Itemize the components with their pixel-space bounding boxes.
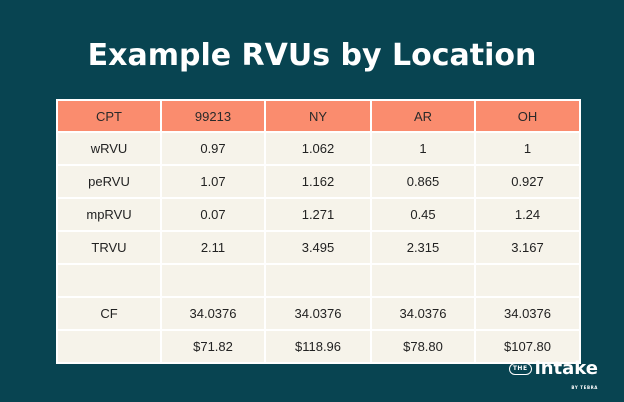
table-header-row: CPT 99213 NY AR OH bbox=[56, 99, 581, 133]
logo-brand-text: intake bbox=[534, 358, 598, 379]
the-intake-logo: THE intake BY TEBRA bbox=[508, 358, 598, 391]
header-cell-oh: OH bbox=[474, 99, 581, 133]
page-title: Example RVUs by Location bbox=[87, 38, 537, 73]
table-cell: 0.97 bbox=[160, 131, 266, 166]
row-label: TRVU bbox=[56, 230, 162, 265]
table-cell: $118.96 bbox=[264, 329, 372, 364]
table-row: $71.82 $118.96 $78.80 $107.80 bbox=[56, 329, 581, 364]
table-cell: 3.167 bbox=[474, 230, 581, 265]
row-label bbox=[56, 329, 162, 364]
table-cell: 1.062 bbox=[264, 131, 372, 166]
table-row: TRVU 2.11 3.495 2.315 3.167 bbox=[56, 230, 581, 265]
table-cell: 2.11 bbox=[160, 230, 266, 265]
table-row: peRVU 1.07 1.162 0.865 0.927 bbox=[56, 164, 581, 199]
logo-badge: THE bbox=[508, 363, 532, 375]
table-cell: 1.07 bbox=[160, 164, 266, 199]
table-cell: 34.0376 bbox=[160, 296, 266, 331]
table-cell: 34.0376 bbox=[474, 296, 581, 331]
row-label: mpRVU bbox=[56, 197, 162, 232]
logo-byline: BY TEBRA bbox=[571, 385, 598, 390]
table-row-empty bbox=[56, 263, 581, 298]
row-label: peRVU bbox=[56, 164, 162, 199]
table-cell: 0.865 bbox=[370, 164, 476, 199]
table-cell bbox=[370, 263, 476, 298]
table-row: CF 34.0376 34.0376 34.0376 34.0376 bbox=[56, 296, 581, 331]
row-label: CF bbox=[56, 296, 162, 331]
table-cell: 34.0376 bbox=[264, 296, 372, 331]
table-cell bbox=[474, 263, 581, 298]
table-cell: 0.07 bbox=[160, 197, 266, 232]
row-label bbox=[56, 263, 162, 298]
table-cell bbox=[160, 263, 266, 298]
table-cell: $78.80 bbox=[370, 329, 476, 364]
header-cell-ar: AR bbox=[370, 99, 476, 133]
table-row: wRVU 0.97 1.062 1 1 bbox=[56, 131, 581, 166]
header-cell-ny: NY bbox=[264, 99, 372, 133]
logo-wordmark: intake BY TEBRA bbox=[534, 358, 598, 391]
table-cell: 1 bbox=[474, 131, 581, 166]
row-label: wRVU bbox=[56, 131, 162, 166]
table-cell: 1.271 bbox=[264, 197, 372, 232]
table-cell: 1 bbox=[370, 131, 476, 166]
header-cell-cpt: CPT bbox=[56, 99, 162, 133]
table-cell: 34.0376 bbox=[370, 296, 476, 331]
table-cell: 2.315 bbox=[370, 230, 476, 265]
table-cell bbox=[264, 263, 372, 298]
table-cell: 1.162 bbox=[264, 164, 372, 199]
table-cell: 3.495 bbox=[264, 230, 372, 265]
table-cell: 0.927 bbox=[474, 164, 581, 199]
table-cell: $71.82 bbox=[160, 329, 266, 364]
table-cell: $107.80 bbox=[474, 329, 581, 364]
table-cell: 1.24 bbox=[474, 197, 581, 232]
header-cell-code: 99213 bbox=[160, 99, 266, 133]
table-row: mpRVU 0.07 1.271 0.45 1.24 bbox=[56, 197, 581, 232]
table-cell: 0.45 bbox=[370, 197, 476, 232]
rvu-table: CPT 99213 NY AR OH wRVU 0.97 1.062 1 1 p… bbox=[56, 99, 581, 364]
